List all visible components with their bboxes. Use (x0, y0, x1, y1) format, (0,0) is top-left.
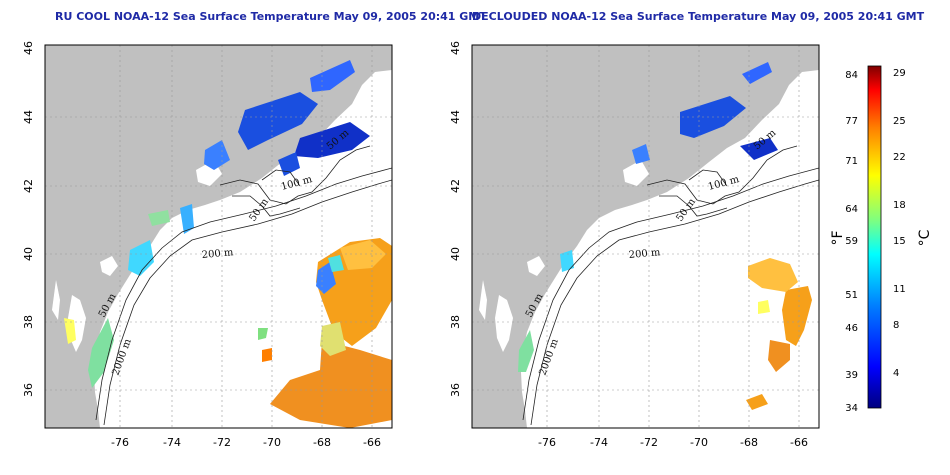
x-tick-label: -76 (538, 436, 556, 449)
y-tick-label: 46 (22, 41, 35, 55)
c-tick-label: 4 (893, 368, 899, 379)
x-tick-label: -76 (111, 436, 129, 449)
c-tick-label: 8 (893, 320, 899, 331)
right-map-title: DECLOUDED NOAA-12 Sea Surface Temperatur… (472, 10, 925, 23)
contour-label: 200 m (628, 247, 661, 261)
c-tick-label: 11 (893, 284, 906, 295)
y-tick-label: 40 (22, 247, 35, 261)
colorbar-fahrenheit-ticks: 84 77 71 64 59 51 46 39 34 (845, 70, 858, 414)
y-tick-label: 36 (22, 383, 35, 397)
x-tick-label: -72 (213, 436, 231, 449)
f-tick-label: 46 (845, 323, 858, 334)
x-tick-label: -68 (740, 436, 758, 449)
left-map-frame (44, 44, 393, 429)
f-tick-label: 39 (845, 370, 858, 381)
celsius-unit-label: °C (917, 229, 933, 246)
x-tick-label: -70 (263, 436, 281, 449)
y-tick-label: 42 (449, 179, 462, 193)
f-tick-label: 64 (845, 204, 858, 215)
y-tick-label: 36 (449, 383, 462, 397)
right-gridlines (472, 45, 819, 428)
colorbar-gradient (867, 65, 882, 409)
right-y-axis: 46 44 42 40 38 36 (449, 41, 462, 397)
right-land-mass (472, 45, 819, 428)
colorbar-celsius-ticks: 29 25 22 18 15 11 8 4 (893, 68, 906, 379)
x-tick-label: -66 (363, 436, 381, 449)
y-tick-label: 38 (449, 315, 462, 329)
x-tick-label: -66 (790, 436, 808, 449)
x-tick-label: -70 (690, 436, 708, 449)
c-tick-label: 18 (893, 200, 906, 211)
y-tick-label: 40 (449, 247, 462, 261)
x-tick-label: -74 (590, 436, 608, 449)
left-map-title: RU COOL NOAA-12 Sea Surface Temperature … (55, 10, 487, 23)
left-gridlines (45, 45, 392, 428)
y-tick-label: 38 (22, 315, 35, 329)
y-tick-label: 42 (22, 179, 35, 193)
fahrenheit-unit-label: °F (830, 230, 846, 245)
y-tick-label: 46 (449, 41, 462, 55)
right-map-panel: 50 m 100 m 50 m 200 m 50 m 2000 m (471, 44, 820, 429)
x-tick-label: -68 (313, 436, 331, 449)
right-map-frame (471, 44, 820, 429)
left-x-axis: -76 -74 -72 -70 -68 -66 (111, 436, 381, 449)
c-tick-label: 25 (893, 116, 906, 127)
c-tick-label: 29 (893, 68, 906, 79)
c-tick-label: 15 (893, 236, 906, 247)
c-tick-label: 22 (893, 152, 906, 163)
x-tick-label: -72 (640, 436, 658, 449)
x-tick-label: -74 (163, 436, 181, 449)
f-tick-label: 84 (845, 70, 858, 81)
f-tick-label: 77 (845, 116, 858, 127)
f-tick-label: 71 (845, 156, 858, 167)
right-x-axis: -76 -74 -72 -70 -68 -66 (538, 436, 808, 449)
f-tick-label: 59 (845, 236, 858, 247)
y-tick-label: 44 (449, 110, 462, 124)
contour-label: 200 m (201, 247, 234, 261)
f-tick-label: 34 (845, 403, 858, 414)
y-tick-label: 44 (22, 110, 35, 124)
left-y-axis: 46 44 42 40 38 36 (22, 41, 35, 397)
f-tick-label: 51 (845, 290, 858, 301)
left-map-panel: 50 m 100 m 50 m 200 m 50 m 2000 m (44, 44, 393, 429)
colorbar: 84 77 71 64 59 51 46 39 34 29 25 22 18 1… (830, 65, 933, 414)
